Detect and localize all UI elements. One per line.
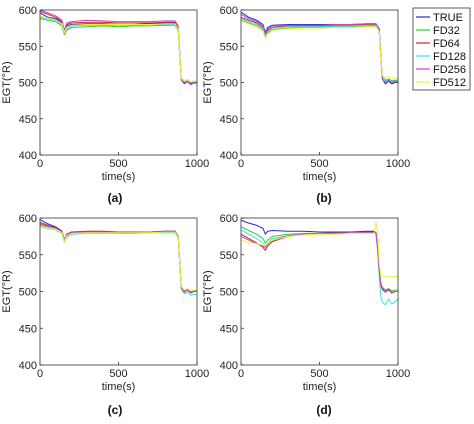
series-line-fd32 bbox=[241, 226, 398, 292]
series-line-fd256 bbox=[241, 13, 398, 83]
chart-panels: 400 450 500 550 600 0 500 1000 time(s) EGT(°R) (a)… bbox=[1, 5, 410, 417]
y-tick-label: 400 bbox=[19, 150, 37, 162]
chart-panel-3: 400 450 500 550 600 0 500 1000 time(s) EGT(°R) (c) bbox=[1, 213, 209, 417]
series-line-true bbox=[40, 219, 197, 293]
legend-label-fd256: FD256 bbox=[433, 64, 466, 76]
series-line-fd256 bbox=[40, 10, 197, 86]
series-line-true bbox=[241, 11, 398, 85]
x-tick-label: 0 bbox=[37, 368, 43, 380]
y-axis-label: EGT(°R) bbox=[202, 61, 214, 103]
y-tick-label: 550 bbox=[19, 41, 37, 53]
x-tick-label: 500 bbox=[310, 158, 328, 170]
legend-label-fd32: FD32 bbox=[433, 25, 460, 37]
y-tick-label: 450 bbox=[220, 114, 238, 126]
y-tick-label: 500 bbox=[19, 78, 37, 90]
legend-label-fd128: FD128 bbox=[433, 51, 466, 63]
x-tick-label: 500 bbox=[310, 368, 328, 380]
legend-label-fd64: FD64 bbox=[433, 38, 460, 50]
panel-label: (d) bbox=[316, 403, 331, 417]
y-tick-label: 500 bbox=[220, 78, 238, 90]
x-tick-label: 0 bbox=[238, 368, 244, 380]
y-tick-label: 550 bbox=[220, 41, 238, 53]
series-line-fd512 bbox=[241, 20, 398, 80]
panel-label: (b) bbox=[316, 191, 331, 205]
series-line-fd512 bbox=[40, 225, 197, 292]
series-line-fd512 bbox=[40, 15, 197, 83]
x-tick-label: 0 bbox=[238, 158, 244, 170]
y-tick-label: 450 bbox=[220, 323, 238, 335]
x-tick-label: 500 bbox=[109, 158, 127, 170]
panel-label: (c) bbox=[108, 403, 123, 417]
y-tick-label: 600 bbox=[220, 5, 238, 17]
y-tick-label: 450 bbox=[19, 323, 37, 335]
x-tick-label: 1000 bbox=[386, 158, 410, 170]
y-tick-label: 600 bbox=[19, 213, 37, 225]
legend-box bbox=[412, 7, 471, 91]
x-tick-label: 500 bbox=[109, 368, 127, 380]
x-tick-label: 1000 bbox=[185, 368, 209, 380]
x-tick-label: 1000 bbox=[386, 368, 410, 380]
y-axis-label: EGT(°R) bbox=[1, 61, 13, 103]
x-axis-label: time(s) bbox=[102, 381, 136, 393]
x-axis-label: time(s) bbox=[102, 171, 136, 183]
y-tick-label: 400 bbox=[19, 360, 37, 372]
chart-panel-4: 400 450 500 550 600 0 500 1000 time(s) EGT(°R) (d) bbox=[202, 213, 410, 417]
y-tick-label: 550 bbox=[220, 250, 238, 262]
y-tick-label: 450 bbox=[19, 114, 37, 126]
series-group bbox=[40, 219, 197, 296]
series-line-fd512 bbox=[241, 221, 398, 278]
x-tick-label: 1000 bbox=[185, 158, 209, 170]
y-tick-label: 550 bbox=[19, 250, 37, 262]
legend-label-fd512: FD512 bbox=[433, 77, 466, 89]
series-line-fd256 bbox=[40, 223, 197, 293]
series-line-fd128 bbox=[241, 18, 398, 83]
y-tick-label: 500 bbox=[19, 287, 37, 299]
chart-panel-1: 400 450 500 550 600 0 500 1000 time(s) EGT(°R) (a) bbox=[1, 5, 209, 205]
x-tick-label: 0 bbox=[37, 158, 43, 170]
y-tick-label: 400 bbox=[220, 360, 238, 372]
series-group bbox=[40, 10, 197, 86]
y-tick-label: 500 bbox=[220, 287, 238, 299]
legend-label-true: TRUE bbox=[433, 12, 463, 24]
x-axis-label: time(s) bbox=[303, 381, 337, 393]
series-line-fd256 bbox=[241, 232, 398, 293]
series-line-fd64 bbox=[40, 10, 197, 85]
y-tick-label: 400 bbox=[220, 150, 238, 162]
series-group bbox=[241, 219, 398, 306]
y-axis-label: EGT(°R) bbox=[202, 270, 214, 312]
panel-label: (a) bbox=[108, 191, 123, 205]
x-axis-label: time(s) bbox=[303, 171, 337, 183]
chart-panel-2: 400 450 500 550 600 0 500 1000 time(s) EGT(°R) (b) bbox=[202, 5, 410, 205]
plot-frame bbox=[240, 217, 399, 366]
y-tick-label: 600 bbox=[220, 213, 238, 225]
y-axis-label: EGT(°R) bbox=[1, 270, 13, 312]
series-group bbox=[241, 11, 398, 85]
y-tick-label: 600 bbox=[19, 5, 37, 17]
